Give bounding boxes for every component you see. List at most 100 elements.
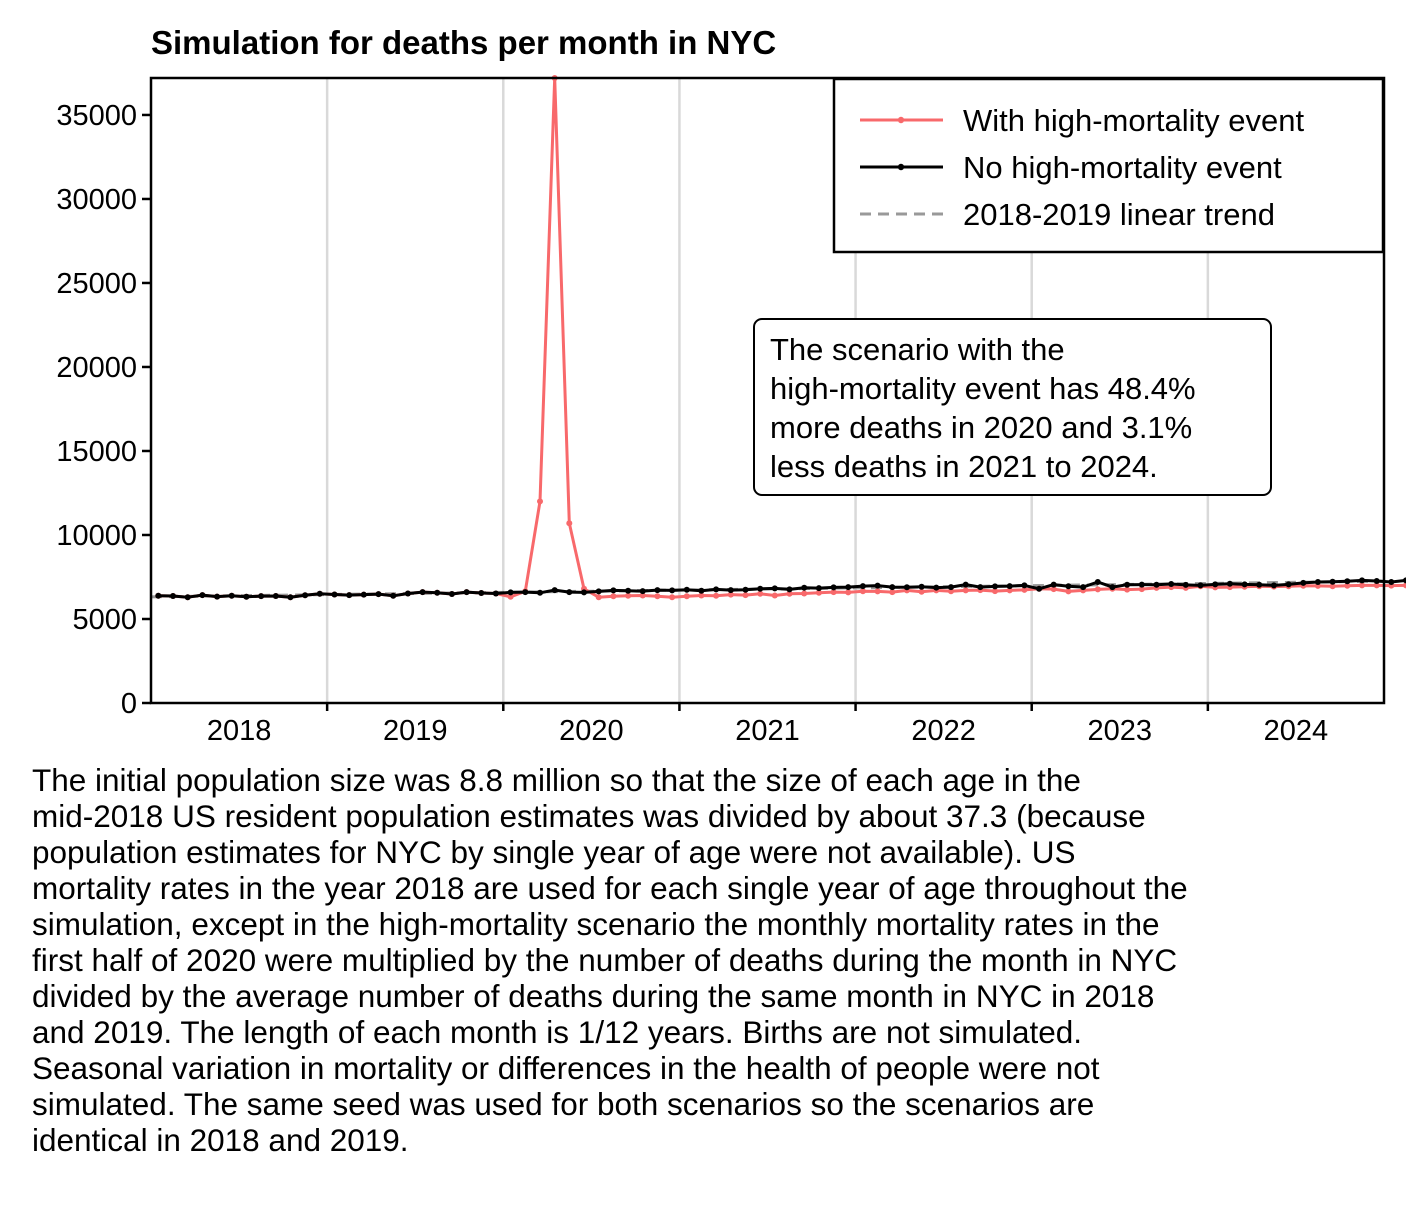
y-tick-label-30000: 30000	[56, 184, 137, 216]
point-no-4	[214, 593, 221, 600]
point-no-28	[566, 589, 573, 596]
legend-label-no: No high-mortality event	[963, 150, 1282, 185]
point-no-16	[390, 592, 397, 599]
y-axis: 0 5000 10000 15000 20000 25000 30000 35000	[56, 100, 151, 720]
point-high-52	[918, 588, 925, 595]
point-no-63	[1080, 584, 1087, 591]
y-tick-label-20000: 20000	[56, 352, 137, 384]
point-high-35	[669, 594, 676, 601]
series-line-no	[158, 578, 1406, 599]
y-tick-label-0: 0	[121, 688, 137, 720]
point-no-70	[1182, 581, 1189, 588]
point-no-45	[815, 585, 822, 592]
caption-line: and 2019. The length of each month is 1/…	[32, 1014, 1083, 1050]
point-no-10	[302, 592, 309, 599]
point-no-77	[1285, 581, 1292, 588]
point-no-72	[1212, 581, 1219, 588]
point-no-9	[287, 594, 294, 601]
point-no-46	[830, 584, 837, 591]
point-high-32	[625, 592, 632, 599]
point-no-61	[1050, 581, 1057, 588]
point-no-60	[1036, 585, 1043, 592]
point-high-85	[1403, 582, 1406, 589]
point-no-3	[199, 592, 206, 599]
point-no-23	[492, 590, 499, 597]
point-no-80	[1329, 578, 1336, 585]
point-no-82	[1359, 577, 1365, 584]
point-no-43	[786, 586, 793, 593]
point-no-40	[742, 586, 749, 593]
point-high-43	[786, 590, 793, 597]
x-tick-label-2019: 2019	[383, 715, 448, 747]
point-no-57	[992, 583, 998, 590]
point-no-25	[522, 589, 529, 596]
point-no-24	[507, 589, 514, 596]
point-high-66	[1124, 586, 1131, 593]
point-no-20	[448, 591, 455, 597]
point-no-26	[537, 589, 543, 596]
caption-line: mid-2018 US resident population estimate…	[32, 798, 1146, 834]
point-no-76	[1270, 582, 1277, 589]
point-no-47	[845, 584, 852, 591]
legend-label-high: With high-mortality event	[963, 103, 1305, 138]
caption-line: divided by the average number of deaths …	[32, 978, 1155, 1014]
point-high-47	[845, 589, 852, 596]
point-high-44	[801, 590, 808, 597]
point-high-81	[1344, 582, 1351, 589]
point-no-0	[155, 592, 162, 599]
point-high-39	[727, 591, 734, 598]
y-tick-label-35000: 35000	[56, 100, 137, 132]
point-no-6	[243, 593, 250, 600]
legend: With high-mortality event No high-mortal…	[832, 77, 1385, 254]
caption-line: simulated. The same seed was used for bo…	[32, 1086, 1095, 1122]
point-high-49	[874, 588, 881, 595]
x-tick-label-2024: 2024	[1264, 715, 1329, 747]
point-no-56	[977, 584, 984, 591]
point-high-41	[757, 590, 764, 597]
point-no-13	[346, 592, 353, 599]
point-no-17	[404, 590, 411, 597]
point-no-58	[1006, 583, 1013, 590]
caption-line: Seasonal variation in mortality or diffe…	[32, 1050, 1100, 1086]
y-tick-label-15000: 15000	[56, 436, 137, 468]
point-high-28	[566, 520, 573, 527]
point-high-54	[948, 588, 954, 595]
x-tick-label-2020: 2020	[559, 715, 624, 747]
point-no-84	[1388, 579, 1395, 585]
point-no-21	[463, 589, 470, 596]
point-no-2	[184, 594, 191, 601]
point-high-80	[1329, 583, 1336, 590]
point-high-42	[771, 592, 778, 599]
caption-line: The initial population size was 8.8 mill…	[32, 762, 1081, 798]
point-high-34	[654, 593, 661, 600]
annotation-line: more deaths in 2020 and 3.1%	[770, 410, 1193, 445]
point-no-7	[258, 593, 265, 600]
point-no-59	[1021, 582, 1028, 589]
annotation-line: The scenario with the	[770, 332, 1065, 367]
y-tick-label-25000: 25000	[56, 268, 137, 300]
point-high-58	[1006, 587, 1013, 594]
x-tick-label-2022: 2022	[911, 715, 976, 747]
point-no-15	[375, 591, 382, 598]
point-high-46	[830, 589, 837, 596]
point-high-82	[1359, 582, 1365, 589]
point-no-54	[948, 584, 954, 591]
point-no-33	[639, 588, 646, 595]
point-no-22	[478, 590, 485, 596]
annotation-line: less deaths in 2021 to 2024.	[770, 449, 1158, 484]
point-no-79	[1314, 579, 1321, 585]
point-no-5	[228, 592, 235, 599]
point-high-30	[595, 594, 602, 601]
point-high-67	[1138, 586, 1145, 593]
point-no-11	[316, 590, 323, 597]
point-high-26	[537, 498, 543, 505]
point-no-73	[1226, 580, 1233, 587]
caption-line: identical in 2018 and 2019.	[32, 1122, 409, 1158]
point-no-68	[1153, 581, 1160, 588]
point-no-41	[757, 585, 764, 592]
point-high-83	[1373, 582, 1380, 589]
point-no-78	[1300, 579, 1307, 586]
point-no-19	[434, 589, 441, 596]
caption-line: first half of 2020 were multiplied by th…	[32, 942, 1178, 978]
point-high-38	[713, 592, 720, 599]
